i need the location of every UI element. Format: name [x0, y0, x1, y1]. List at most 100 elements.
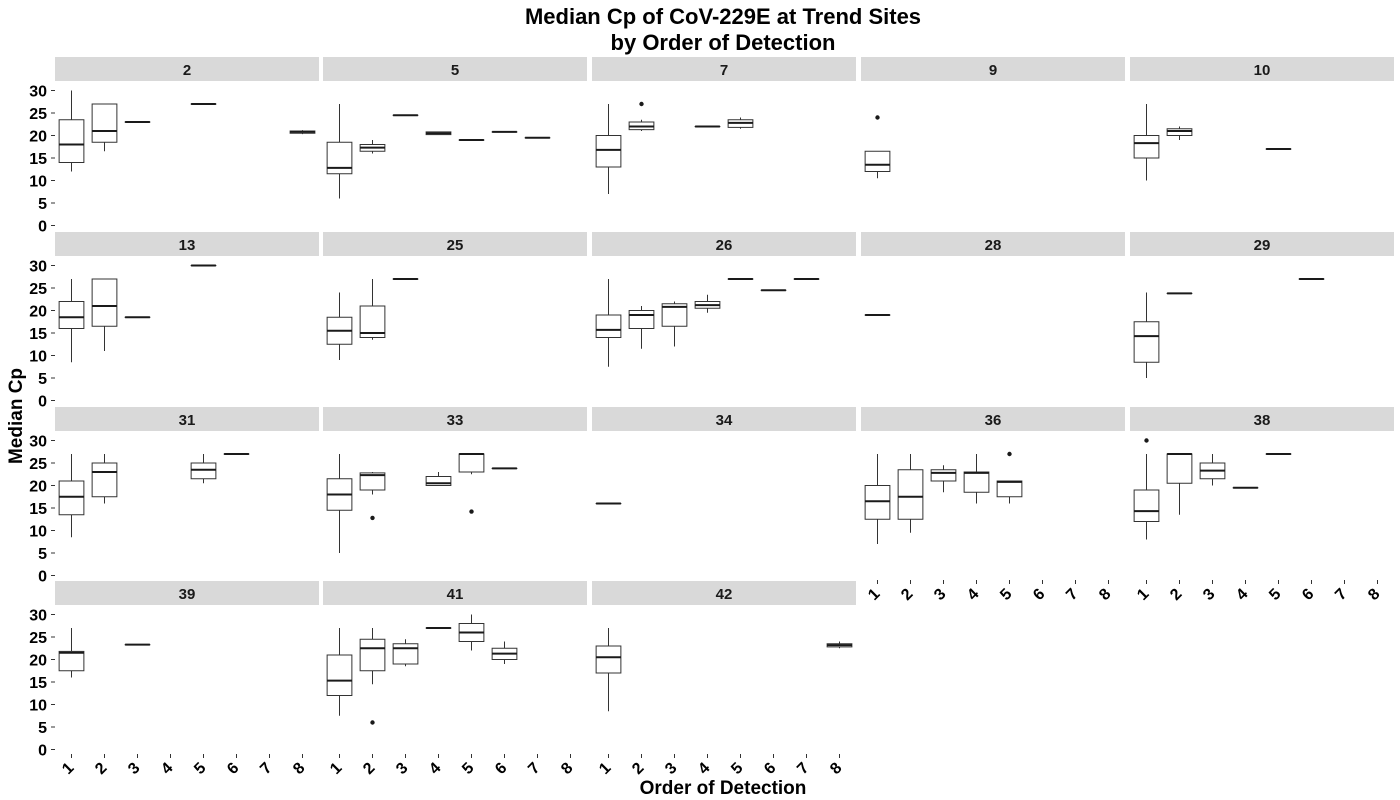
facet-panel-7: 7 [592, 57, 856, 194]
box-iqr [190, 462, 217, 480]
box-2-2 [91, 103, 118, 152]
box-10-1 [1133, 104, 1160, 181]
box-iqr [58, 480, 85, 516]
x-tick-label: 4 [158, 760, 176, 778]
x-tick-label: 2 [898, 586, 916, 604]
box-iqr [91, 103, 118, 143]
facet-strip-41 [323, 581, 587, 605]
y-tick-label: 30 [29, 259, 47, 276]
x-tick-label: 8 [558, 760, 576, 778]
facet-panel-10: 10 [1130, 57, 1394, 181]
facet-strip-36 [861, 407, 1125, 431]
x-tick-label: 4 [964, 586, 982, 604]
facet-strip-13 [55, 232, 319, 256]
box-iqr [326, 141, 353, 175]
box-26-2 [628, 306, 655, 349]
x-tick-label: 7 [1063, 586, 1081, 604]
y-tick-label: 10 [29, 349, 47, 366]
box-36-1 [864, 454, 891, 544]
box-38-2 [1166, 453, 1193, 515]
facet-panel-26: 26 [592, 232, 856, 367]
facet-strip-7 [592, 57, 856, 81]
box-iqr [930, 469, 957, 482]
box-iqr [661, 303, 688, 327]
y-tick-label: 0 [38, 394, 47, 411]
y-tick-label: 10 [29, 524, 47, 541]
outlier-point [875, 115, 880, 120]
facet-strip-29 [1130, 232, 1394, 256]
facet-strip-5 [323, 57, 587, 81]
x-tick-label: 8 [1365, 586, 1383, 604]
box-2-1 [58, 90, 85, 172]
box-33-2 [359, 472, 386, 521]
box-iqr [326, 654, 353, 696]
box-25-2 [359, 279, 386, 340]
box-iqr [628, 310, 655, 329]
x-tick-label: 1 [596, 760, 614, 778]
facet-strip-label: 2 [183, 62, 191, 79]
box-7-5 [727, 117, 754, 129]
x-tick-label: 3 [931, 586, 949, 604]
x-tick-label: 5 [459, 760, 477, 778]
box-iqr [864, 485, 891, 520]
box-iqr [864, 150, 891, 172]
facet-panel-9: 9 [861, 57, 1125, 179]
box-29-1 [1133, 292, 1160, 378]
box-7-1 [595, 104, 622, 194]
box-38-3 [1199, 454, 1226, 486]
facet-strip-10 [1130, 57, 1394, 81]
facet-strip-label: 7 [720, 62, 728, 79]
x-tick-label: 4 [426, 760, 444, 778]
box-36-2 [897, 454, 924, 533]
x-tick-label: 6 [761, 760, 779, 778]
facet-strip-31 [55, 407, 319, 431]
chart-title-line1: Median Cp of CoV-229E at Trend Sites [525, 4, 921, 29]
y-tick-label: 5 [38, 196, 47, 213]
facet-panel-34: 34 [592, 407, 856, 505]
y-tick-label: 0 [38, 569, 47, 586]
facet-panel-38: 38 1 2 3 4 5 6 7 8 [1130, 407, 1394, 604]
x-tick-label: 8 [1096, 586, 1114, 604]
x-tick-label: 2 [360, 760, 378, 778]
box-iqr [1133, 489, 1160, 522]
y-tick-label: 15 [29, 675, 47, 692]
box-iqr [91, 278, 118, 327]
x-tick-label: 7 [257, 760, 275, 778]
facet-panel-42: 42 1 2 3 4 5 6 7 8 [592, 581, 856, 778]
outlier-point [370, 515, 375, 521]
x-tick-label: 7 [525, 760, 543, 778]
box-iqr [1166, 453, 1193, 484]
y-tick-label: 25 [29, 281, 47, 298]
facet-strip-28 [861, 232, 1125, 256]
box-31-5 [190, 454, 217, 484]
facet-strip-34 [592, 407, 856, 431]
facet-strip-42 [592, 581, 856, 605]
facet-strip-9 [861, 57, 1125, 81]
facet-panel-5: 5 [323, 57, 587, 199]
x-tick-label: 1 [865, 586, 883, 604]
box-iqr [1133, 321, 1160, 363]
y-tick-label: 20 [29, 479, 47, 496]
box-31-2 [91, 454, 118, 504]
facet-strip-label: 34 [716, 412, 733, 429]
box-iqr [58, 650, 85, 672]
box-iqr [58, 119, 85, 163]
x-tick-label: 6 [1030, 586, 1048, 604]
x-tick-label: 4 [1233, 586, 1251, 604]
box-41-3 [392, 639, 419, 667]
y-tick-label: 15 [29, 326, 47, 343]
box-iqr [595, 314, 622, 338]
box-iqr [458, 453, 485, 473]
facet-strip-label: 26 [716, 237, 733, 254]
y-tick-label: 20 [29, 129, 47, 146]
facet-strip-39 [55, 581, 319, 605]
box-iqr [425, 476, 452, 486]
facet-strip-25 [323, 232, 587, 256]
facet-strip-33 [323, 407, 587, 431]
y-tick-label: 0 [38, 219, 47, 236]
box-iqr [359, 638, 386, 672]
box-41-1 [326, 628, 353, 716]
facet-strip-label: 39 [179, 586, 196, 603]
